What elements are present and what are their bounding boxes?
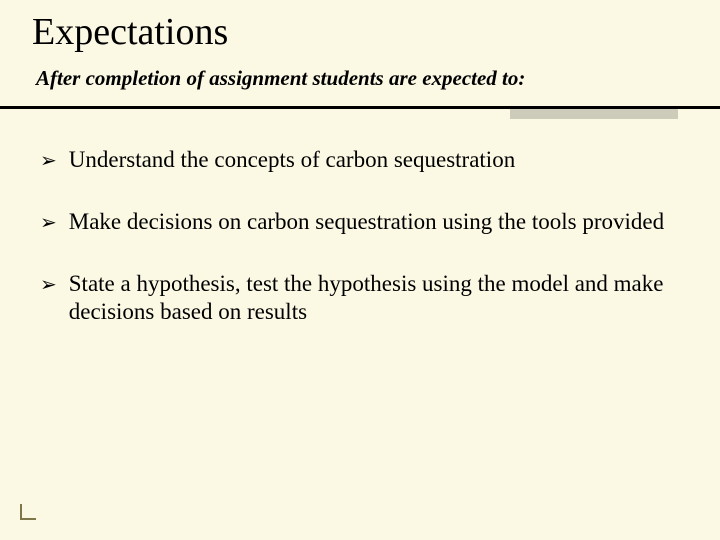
title-divider [0,106,720,120]
bullet-text: Understand the concepts of carbon seques… [69,146,680,174]
bullet-arrow-icon: ➢ [40,211,57,235]
slide-body: ➢ Understand the concepts of carbon sequ… [40,146,680,360]
bullet-text: State a hypothesis, test the hypothesis … [69,270,680,326]
list-item: ➢ Understand the concepts of carbon sequ… [40,146,680,174]
corner-accent-icon [20,504,36,520]
slide: Expectations After completion of assignm… [0,0,720,540]
bullet-text: Make decisions on carbon sequestration u… [69,208,680,236]
slide-title: Expectations [32,12,720,54]
bullet-arrow-icon: ➢ [40,273,57,297]
bullet-arrow-icon: ➢ [40,149,57,173]
slide-subtitle: After completion of assignment students … [36,66,720,91]
list-item: ➢ State a hypothesis, test the hypothesi… [40,270,680,326]
list-item: ➢ Make decisions on carbon sequestration… [40,208,680,236]
divider-shadow [510,109,678,119]
title-block: Expectations After completion of assignm… [0,0,720,91]
